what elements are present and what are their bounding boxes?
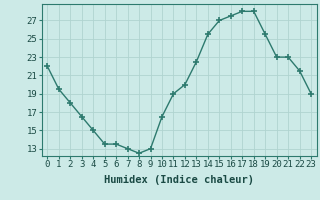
X-axis label: Humidex (Indice chaleur): Humidex (Indice chaleur) (104, 175, 254, 185)
